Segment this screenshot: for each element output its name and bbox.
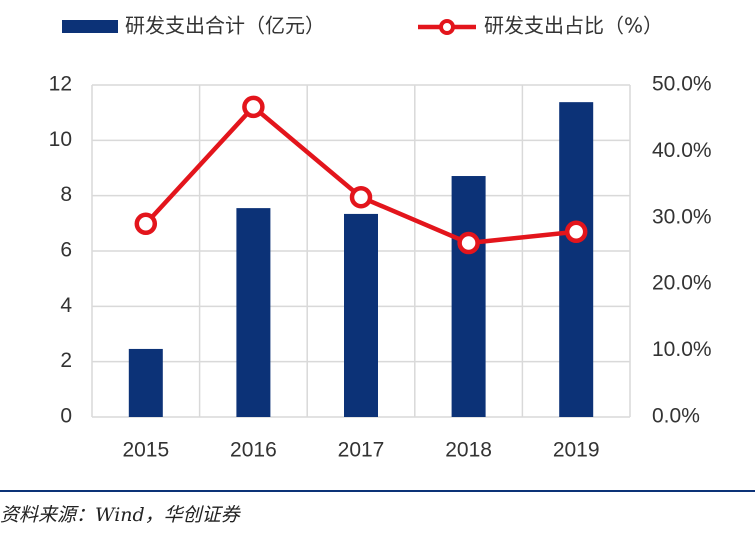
- bar: [344, 213, 378, 417]
- legend-label: 研发支出合计（亿元）: [125, 14, 325, 38]
- marker: [242, 95, 265, 119]
- y-tick-label: 2: [60, 349, 72, 372]
- bar: [128, 348, 163, 417]
- y-tick-label: 12: [49, 73, 72, 96]
- source: 资料来源：Wind，华创证券: [0, 504, 242, 526]
- bar: [451, 176, 486, 417]
- y-tick-label: 8: [60, 183, 72, 206]
- marker: [564, 220, 588, 243]
- y2-tick-label: 50.0%: [652, 73, 712, 96]
- legend-swatch: [62, 20, 118, 33]
- y2-tick-label: 40.0%: [652, 139, 712, 162]
- x-tick-label: 2018: [445, 439, 492, 462]
- legend-marker: [439, 19, 455, 35]
- x-tick-label: 2016: [230, 439, 277, 462]
- y-tick-label: 4: [60, 294, 72, 317]
- y2-tick-label: 20.0%: [652, 272, 712, 295]
- marker: [349, 185, 373, 209]
- bar: [236, 208, 271, 417]
- y-tick-label: 10: [49, 128, 72, 151]
- marker: [457, 231, 480, 255]
- bar: [559, 102, 594, 418]
- legend-label: 研发支出占比（%）: [484, 14, 663, 38]
- y-tick-label: 6: [60, 239, 72, 262]
- y2-tick-label: 10.0%: [652, 338, 712, 361]
- y-tick-label: 0: [60, 405, 72, 428]
- y2-tick-label: 30.0%: [652, 205, 712, 228]
- x-tick-label: 2017: [338, 439, 385, 462]
- x-tick-label: 2015: [122, 439, 169, 462]
- y2-tick-label: 0.0%: [652, 405, 700, 428]
- x-tick-label: 2019: [553, 439, 600, 462]
- marker: [134, 212, 158, 236]
